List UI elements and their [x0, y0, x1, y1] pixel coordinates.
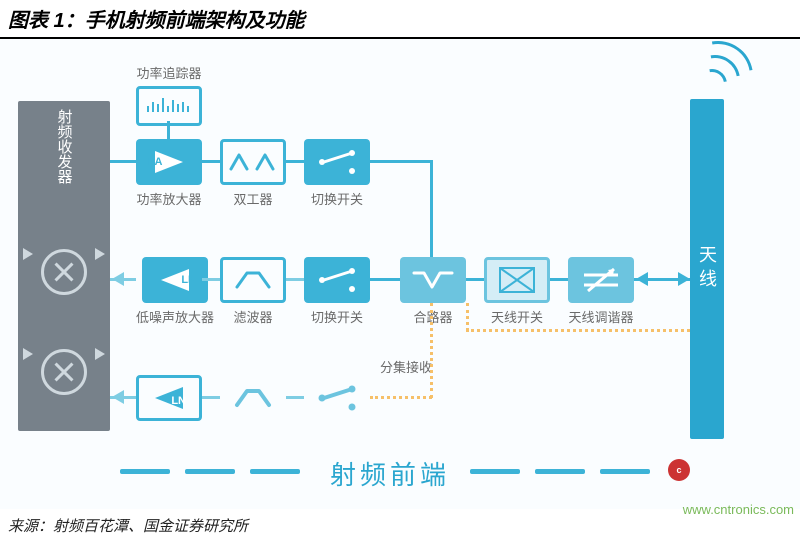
- source-line: 来源：射频百花潭、国金证券研究所: [0, 509, 800, 542]
- antenna-label: 天线: [694, 245, 720, 293]
- switch-2-block: 切换开关: [304, 257, 370, 326]
- connector-line: [202, 278, 220, 281]
- duplexer-block: 双工器: [220, 139, 286, 208]
- signal-wave-icon: [669, 27, 766, 124]
- bottom-dash: [120, 469, 170, 474]
- bottom-dash: [600, 469, 650, 474]
- lna-badge: LN: [181, 274, 196, 286]
- connector-line: [286, 278, 304, 281]
- power-amplifier-label: 功率放大器: [136, 189, 201, 208]
- cnet-logo-icon: c: [668, 459, 690, 481]
- filter-label: 滤波器: [233, 307, 272, 326]
- bottom-dash: [250, 469, 300, 474]
- transceiver-block: 射频收发器: [18, 101, 110, 431]
- arrow-right-icon: [678, 272, 690, 286]
- combiner-block: 合路器: [400, 257, 466, 326]
- lna-1-block: LN 低噪声放大器: [136, 257, 214, 326]
- connector-line: [202, 160, 220, 163]
- filter-block: 滤波器: [220, 257, 286, 326]
- duplexer-icon: [220, 139, 286, 185]
- combiner-icon: [400, 257, 466, 303]
- switch-icon: [304, 139, 370, 185]
- antenna-switch-block: 天线开关: [484, 257, 550, 326]
- connector-line: [286, 396, 304, 399]
- antenna-tuner-block: 天线调谐器: [568, 257, 634, 326]
- power-tracker-label: 功率追踪器: [136, 63, 201, 82]
- dotted-connector: [370, 396, 432, 399]
- antenna-tuner-label: 天线调谐器: [568, 307, 633, 326]
- bottom-dash: [535, 469, 585, 474]
- antenna-tuner-icon: [568, 257, 634, 303]
- switch-1-label: 切换开关: [311, 189, 363, 208]
- connector-line: [466, 278, 484, 281]
- switch-3-block: [304, 375, 370, 421]
- switch-2-label: 切换开关: [311, 307, 363, 326]
- dotted-connector: [466, 303, 469, 331]
- antenna-switch-icon: [484, 257, 550, 303]
- diagram-canvas: 射频收发器 天线 功率追踪器: [0, 39, 800, 509]
- dotted-connector: [466, 329, 690, 332]
- arrow-left-icon: [112, 272, 124, 286]
- lna-badge: LN: [171, 395, 186, 407]
- lna-icon: LN: [136, 375, 202, 421]
- arrow-icon: [23, 348, 33, 360]
- arrow-icon: [23, 248, 33, 260]
- arrow-icon: [95, 348, 105, 360]
- filter-2-block: [220, 375, 286, 421]
- antenna-block: 天线: [690, 99, 724, 439]
- power-tracker-icon: [136, 86, 202, 126]
- filter-icon: [220, 257, 286, 303]
- mixer-icon: [41, 349, 87, 395]
- diversity-label: 分集接收: [380, 357, 432, 376]
- connector-line: [110, 160, 136, 163]
- arrow-left-icon: [636, 272, 648, 286]
- lna-1-label: 低噪声放大器: [136, 307, 214, 326]
- bottom-caption: 射频前端: [330, 455, 450, 492]
- switch-icon: [304, 375, 370, 421]
- dotted-connector: [430, 303, 433, 398]
- pa-badge: PA: [148, 156, 162, 168]
- filter-icon: [220, 375, 286, 421]
- watermark-text: www.cntronics.com: [683, 502, 794, 517]
- arrow-icon: [95, 248, 105, 260]
- switch-icon: [304, 257, 370, 303]
- connector-line: [430, 160, 433, 257]
- connector-line: [202, 396, 220, 399]
- power-amplifier-block: PA 功率放大器: [136, 139, 202, 208]
- connector-line: [550, 278, 568, 281]
- power-tracker-block: 功率追踪器: [136, 63, 202, 126]
- switch-1-block: 切换开关: [304, 139, 370, 208]
- connector-line: [286, 160, 304, 163]
- lna-2-block: LN: [136, 375, 202, 421]
- bottom-dash: [470, 469, 520, 474]
- antenna-switch-label: 天线开关: [491, 307, 543, 326]
- mixer-icon: [41, 249, 87, 295]
- figure-title: 图表 1：手机射频前端架构及功能: [8, 10, 305, 32]
- power-amplifier-icon: PA: [136, 139, 202, 185]
- connector-line: [370, 160, 430, 163]
- bottom-dash: [185, 469, 235, 474]
- lna-icon: LN: [142, 257, 208, 303]
- arrow-left-icon: [112, 390, 124, 404]
- figure-title-bar: 图表 1：手机射频前端架构及功能: [0, 0, 800, 39]
- connector-line: [167, 121, 170, 139]
- duplexer-label: 双工器: [233, 189, 272, 208]
- connector-line: [370, 278, 400, 281]
- transceiver-label: 射频收发器: [54, 101, 75, 194]
